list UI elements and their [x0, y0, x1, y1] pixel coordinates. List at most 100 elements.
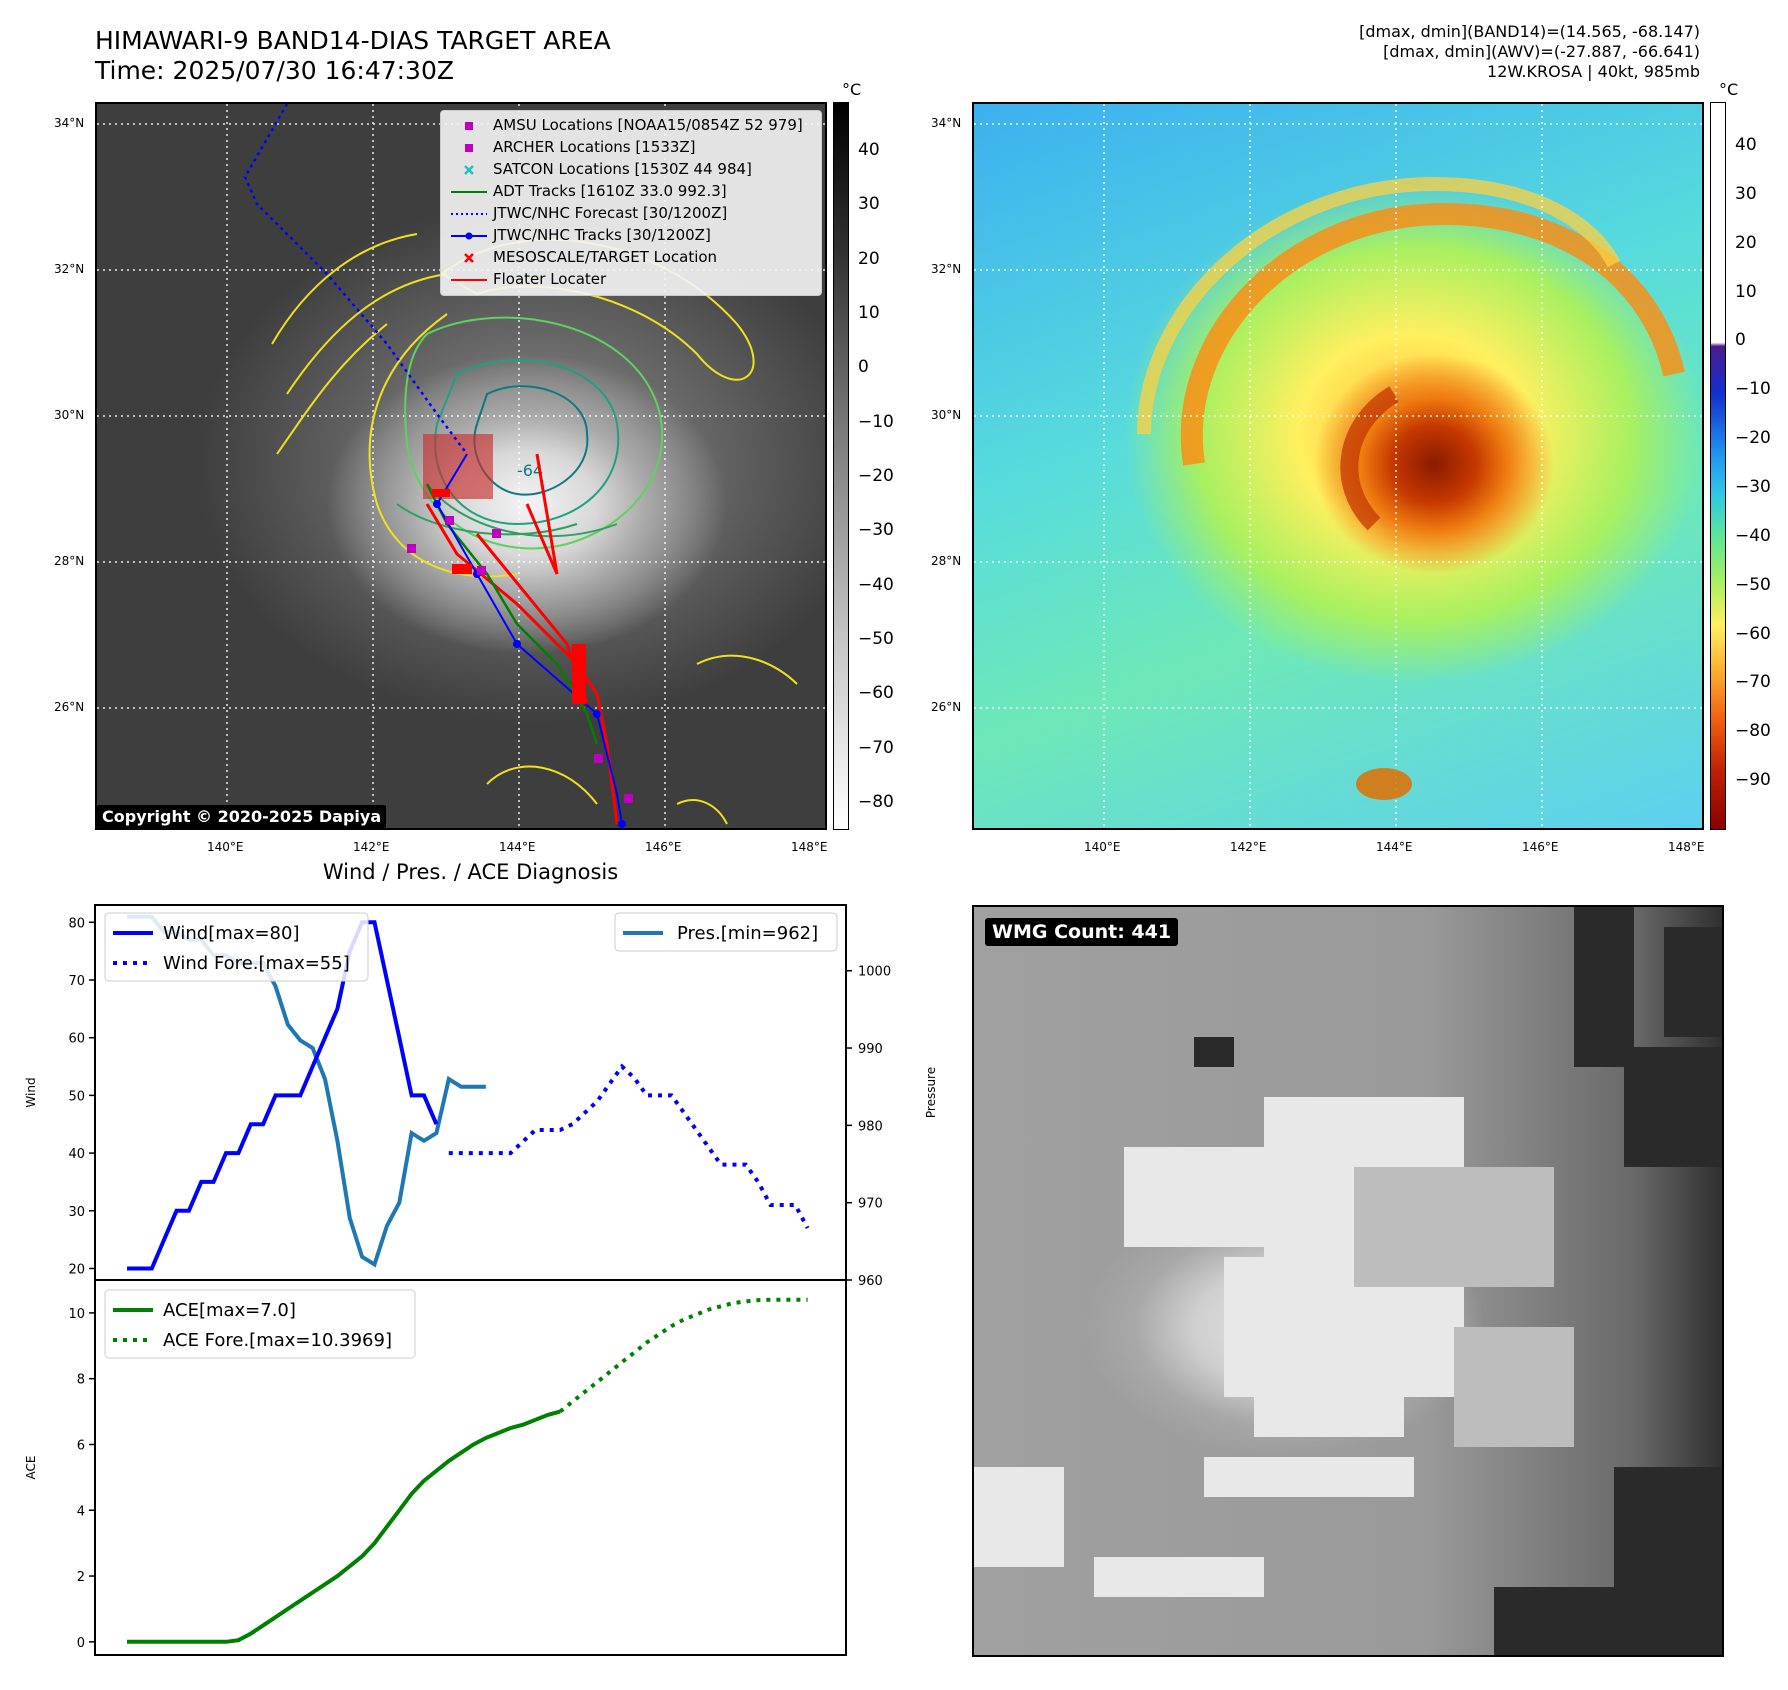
awv-colorbar-tick: −60: [1735, 623, 1771, 644]
ir-map-panel: -64 AMSU Locations [NOAA15/0854Z 52 979]…: [95, 102, 827, 830]
ace-axes: [94, 1279, 847, 1656]
pressure-tick-label: 960: [858, 1274, 883, 1289]
wind-tick-label: 70: [68, 974, 85, 989]
storm-info: 12W.KROSA | 40kt, 985mb: [1487, 62, 1700, 81]
diagnosis-chart-title: Wind / Pres. / ACE Diagnosis: [322, 860, 619, 884]
lon-label: 144°E: [499, 840, 536, 854]
ir-colorbar-tick: 40: [858, 139, 880, 160]
ir-colorbar: [833, 102, 849, 830]
ace-tick-label: 0: [77, 1636, 85, 1651]
ir-colorbar-tick: −50: [858, 628, 894, 649]
wmg-panel: WMG Count: 441: [972, 905, 1724, 1657]
lat-label: 28°N: [931, 554, 962, 568]
ace-tick-label: 6: [77, 1438, 85, 1453]
wind-legend: [104, 912, 369, 982]
wmg-overlay: [974, 907, 1722, 1655]
ace-forecast-legend-label: ACE Fore.[max=10.3969]: [163, 1330, 392, 1351]
wind-line: [127, 920, 439, 1271]
ir-map-overlay: -64: [97, 104, 825, 828]
lat-label: 26°N: [54, 700, 85, 714]
lat-label: 32°N: [54, 262, 85, 276]
awv-colorbar-tick: −40: [1735, 525, 1771, 546]
wind-legend-label: Wind[max=80]: [163, 923, 300, 944]
awv-colorbar-tick: −50: [1735, 574, 1771, 595]
wind-tick-label: 60: [68, 1032, 85, 1047]
lon-label: 140°E: [207, 840, 244, 854]
pressure-tick-label: 1000: [858, 965, 891, 980]
ir-colorbar-tick: −60: [858, 683, 894, 704]
awv-colorbar-tick: −70: [1735, 672, 1771, 693]
lon-label: 142°E: [353, 840, 390, 854]
pressure-legend: [614, 912, 838, 952]
ace-tick-label: 4: [77, 1504, 85, 1519]
lat-label: 34°N: [931, 116, 962, 130]
lon-label: 146°E: [645, 840, 682, 854]
ace-tick-label: 2: [77, 1570, 85, 1585]
lon-label: 146°E: [1522, 840, 1559, 854]
jtwc-forecast-track: [243, 104, 468, 455]
ir-colorbar-tick: −10: [858, 411, 894, 432]
figure-title: HIMAWARI-9 BAND14-DIAS TARGET AREA: [95, 26, 611, 55]
awv-colorbar-tick: −20: [1735, 428, 1771, 449]
lat-label: 30°N: [931, 408, 962, 422]
pressure-legend-label: Pres.[min=962]: [677, 923, 818, 944]
awv-map-panel: [972, 102, 1704, 830]
wind-tick-label: 30: [68, 1205, 85, 1220]
ir-colorbar-tick: −20: [858, 465, 894, 486]
awv-colorbar-tick: 10: [1735, 281, 1757, 302]
ace-legend: [104, 1289, 416, 1359]
ace-axis-label: ACE: [24, 1456, 38, 1480]
wind-forecast-line: [448, 1063, 810, 1230]
wmg-count-badge: WMG Count: 441: [985, 918, 1179, 946]
ace-forecast-line: [558, 1297, 808, 1414]
ir-colorbar-tick: −70: [858, 737, 894, 758]
ace-legend-label: ACE[max=7.0]: [163, 1300, 296, 1321]
ir-legend: AMSU Locations [NOAA15/0854Z 52 979] ARC…: [440, 110, 822, 296]
awv-colorbar-tick: 0: [1735, 330, 1746, 351]
ace-line: [127, 1409, 561, 1644]
lat-label: 28°N: [54, 554, 85, 568]
ir-colorbar-tick: 0: [858, 357, 869, 378]
wind-tick-label: 40: [68, 1147, 85, 1162]
ir-colorbar-tick: 20: [858, 248, 880, 269]
lon-label: 144°E: [1376, 840, 1413, 854]
lon-label: 148°E: [791, 840, 828, 854]
band14-range-info: [dmax, dmin](BAND14)=(14.565, -68.147): [1359, 22, 1700, 41]
awv-colorbar-tick: −10: [1735, 379, 1771, 400]
ir-contour-label: -64: [517, 461, 543, 480]
ir-colorbar-tick: −30: [858, 520, 894, 541]
pressure-tick-label: 980: [858, 1119, 883, 1134]
lat-label: 32°N: [931, 262, 962, 276]
pressure-tick-label: 970: [858, 1197, 883, 1212]
lat-label: 26°N: [931, 700, 962, 714]
awv-colorbar-tick: −80: [1735, 721, 1771, 742]
mesoscale-target-box: [423, 434, 493, 499]
lon-label: 148°E: [1668, 840, 1705, 854]
lon-label: 140°E: [1084, 840, 1121, 854]
awv-colorbar-tick: 40: [1735, 134, 1757, 155]
wind-forecast-legend-label: Wind Fore.[max=55]: [163, 953, 350, 974]
awv-colorbar: [1710, 102, 1726, 830]
wind-tick-label: 80: [68, 916, 85, 931]
copyright-badge: Copyright © 2020-2025 Dapiya: [97, 805, 387, 828]
lon-label: 142°E: [1230, 840, 1267, 854]
ir-colorbar-tick: 10: [858, 302, 880, 323]
figure-time: Time: 2025/07/30 16:47:30Z: [95, 56, 454, 85]
awv-range-info: [dmax, dmin](AWV)=(-27.887, -66.641): [1383, 42, 1700, 61]
awv-colorbar-unit: °C: [1719, 80, 1739, 99]
awv-colorbar-tick: −30: [1735, 476, 1771, 497]
ace-tick-label: 8: [77, 1373, 85, 1388]
wind-tick-label: 20: [68, 1262, 85, 1277]
awv-colorbar-tick: 20: [1735, 232, 1757, 253]
ir-colorbar-unit: °C: [842, 80, 862, 99]
ace-tick-label: 10: [68, 1307, 85, 1322]
lat-label: 30°N: [54, 408, 85, 422]
wind-tick-label: 50: [68, 1089, 85, 1104]
wind-axis-label: Wind: [24, 1077, 38, 1107]
lat-label: 34°N: [54, 116, 85, 130]
awv-colorbar-tick: 30: [1735, 183, 1757, 204]
ir-colorbar-tick: −40: [858, 574, 894, 595]
awv-map-overlay: [974, 104, 1702, 828]
awv-colorbar-tick: −90: [1735, 770, 1771, 791]
